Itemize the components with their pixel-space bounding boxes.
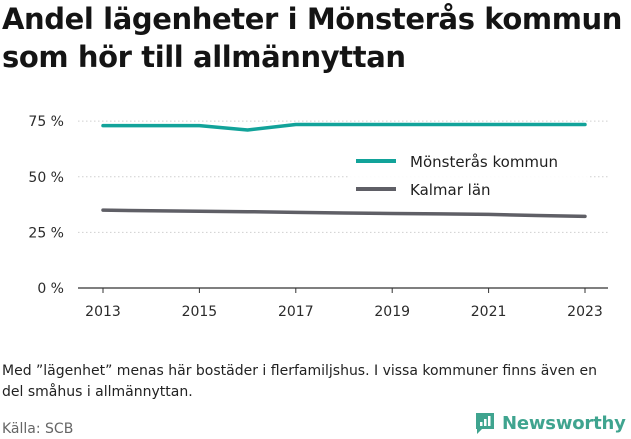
x-tick-label: 2015 — [182, 304, 218, 320]
gridlines — [78, 120, 608, 233]
x-tick-label: 2021 — [471, 304, 507, 320]
footnote: Med ”lägenhet” menas här bostäder i fler… — [2, 363, 597, 400]
legend-background — [350, 146, 590, 202]
brand-logo: Newsworthy — [474, 408, 626, 438]
series-line-kalmar-lan — [101, 208, 587, 219]
x-tick-label: 2013 — [85, 304, 121, 320]
x-tick-label: 2019 — [374, 304, 410, 320]
series-line-monsteras — [101, 122, 587, 132]
chart-title: Andel lägenheter i Mönsterås kommun som … — [2, 2, 623, 74]
brand-name: Newsworthy — [502, 412, 626, 434]
x-tick-label: 2017 — [278, 304, 314, 320]
series-lines — [101, 122, 587, 219]
newsworthy-icon — [476, 413, 494, 434]
source-label: Källa: SCB — [2, 421, 74, 437]
y-axis-labels: 0 % 25 % 50 % 75 % — [28, 114, 64, 297]
y-tick-label: 0 % — [37, 281, 64, 297]
y-tick-label: 75 % — [28, 114, 64, 130]
y-tick-label: 50 % — [28, 170, 64, 186]
legend: Mönsterås kommun Kalmar län — [350, 146, 590, 202]
legend-label: Kalmar län — [410, 181, 491, 199]
line-chart: 0 % 25 % 50 % 75 % 2013 2015 2017 2019 2021 2023… — [28, 114, 608, 320]
x-tick-label: 2023 — [567, 304, 603, 320]
legend-label: Mönsterås kommun — [410, 153, 558, 171]
x-axis: 2013 2015 2017 2019 2021 2023 — [78, 287, 608, 320]
y-tick-label: 25 % — [28, 225, 64, 241]
